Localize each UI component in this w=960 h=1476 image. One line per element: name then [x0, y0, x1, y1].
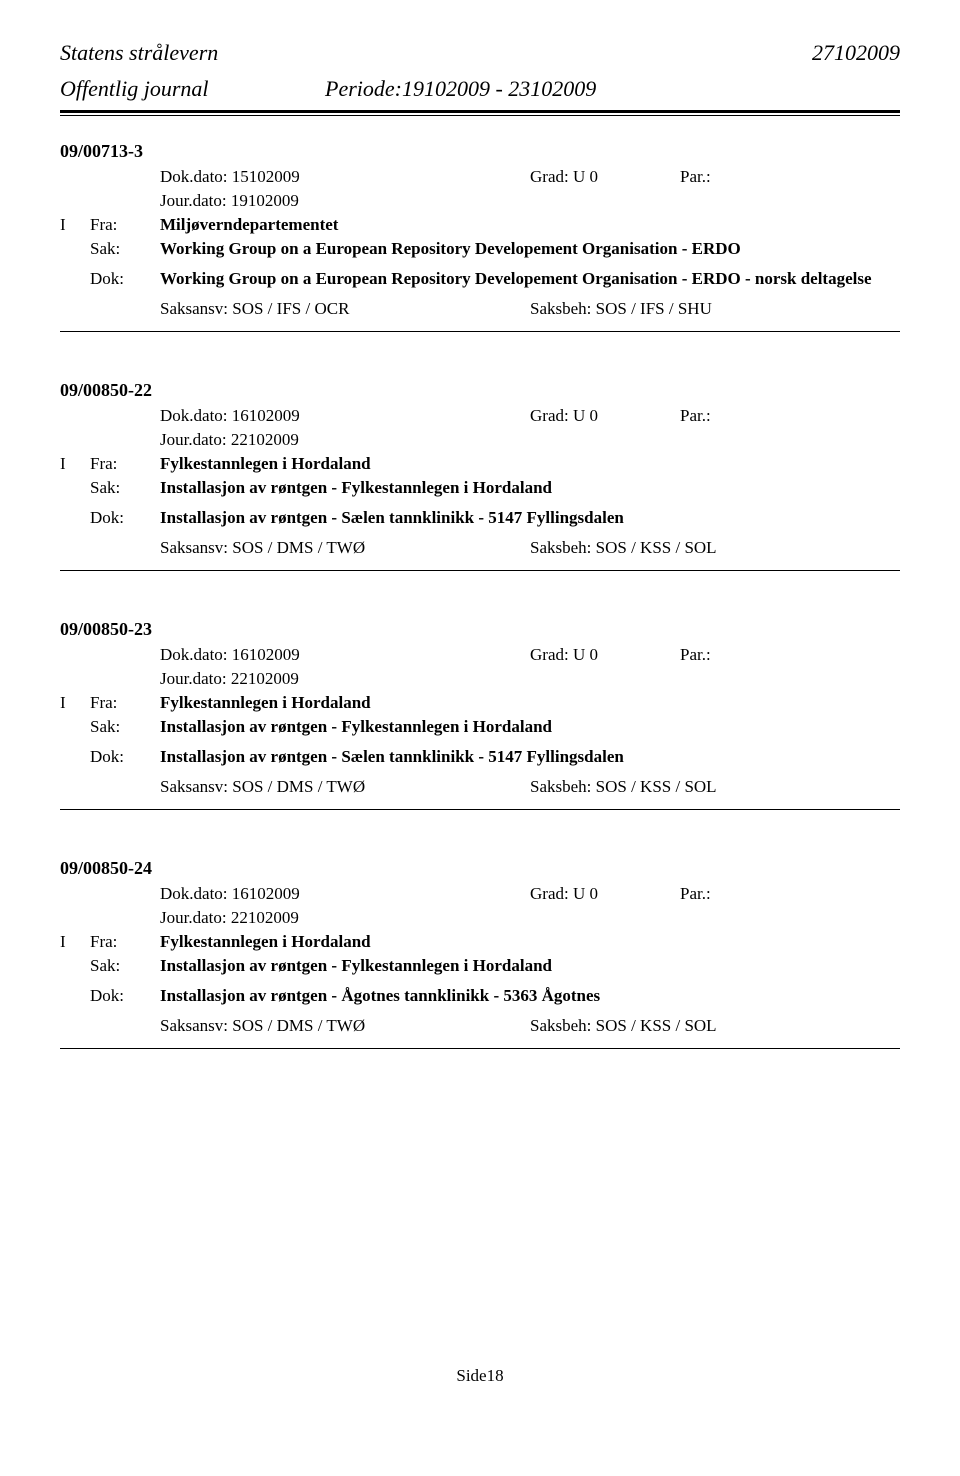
saksbeh: Saksbeh: SOS / KSS / SOL: [530, 1016, 717, 1036]
header-date: 27102009: [812, 40, 900, 66]
dokdato-line: Dok.dato: 16102009 Grad: U 0 Par.:: [60, 645, 900, 665]
fra-prefix: I: [60, 932, 90, 952]
dok-value: Installasjon av røntgen - Sælen tannklin…: [160, 747, 900, 769]
entry-divider: [60, 570, 900, 571]
entry-id: 09/00713-3: [60, 141, 900, 162]
fra-label: Fra:: [90, 215, 160, 235]
dok-label: Dok:: [90, 269, 160, 291]
saksan-line: Saksansv: SOS / IFS / OCR Saksbeh: SOS /…: [60, 299, 900, 319]
fra-prefix: I: [60, 215, 90, 235]
fra-prefix: I: [60, 693, 90, 713]
sak-value: Installasjon av røntgen - Fylkestannlege…: [160, 956, 900, 976]
dokdato: Dok.dato: 16102009: [160, 645, 530, 665]
dok-line: Dok: Installasjon av røntgen - Sælen tan…: [60, 508, 900, 530]
par: Par.:: [680, 406, 711, 426]
fra-line: I Fra: Fylkestannlegen i Hordaland: [60, 454, 900, 474]
sak-line: Sak: Installasjon av røntgen - Fylkestan…: [60, 956, 900, 976]
dok-value: Installasjon av røntgen - Sælen tannklin…: [160, 508, 900, 530]
dokdato: Dok.dato: 15102009: [160, 167, 530, 187]
entry-id: 09/00850-24: [60, 858, 900, 879]
saksbeh: Saksbeh: SOS / KSS / SOL: [530, 777, 717, 797]
fra-value: Fylkestannlegen i Hordaland: [160, 693, 900, 713]
jourdato-line: Jour.dato: 22102009: [60, 430, 900, 450]
saksansv: Saksansv: SOS / IFS / OCR: [160, 299, 530, 319]
par: Par.:: [680, 167, 711, 187]
journal-entry: 09/00713-3 Dok.dato: 15102009 Grad: U 0 …: [60, 141, 900, 332]
sak-value: Working Group on a European Repository D…: [160, 239, 900, 259]
fra-label: Fra:: [90, 693, 160, 713]
sak-line: Sak: Installasjon av røntgen - Fylkestan…: [60, 478, 900, 498]
dokdato-line: Dok.dato: 16102009 Grad: U 0 Par.:: [60, 406, 900, 426]
entry-id: 09/00850-22: [60, 380, 900, 401]
dok-line: Dok: Installasjon av røntgen - Sælen tan…: [60, 747, 900, 769]
entry-divider: [60, 331, 900, 332]
header-top-row: Statens strålevern 27102009: [60, 40, 900, 66]
dok-value: Installasjon av røntgen - Ågotnes tannkl…: [160, 986, 900, 1008]
grad: Grad: U 0: [530, 406, 680, 426]
journal-entry: 09/00850-24 Dok.dato: 16102009 Grad: U 0…: [60, 858, 900, 1049]
dok-line: Dok: Working Group on a European Reposit…: [60, 269, 900, 291]
saksan-line: Saksansv: SOS / DMS / TWØ Saksbeh: SOS /…: [60, 538, 900, 558]
sak-label: Sak:: [90, 956, 160, 976]
saksan-line: Saksansv: SOS / DMS / TWØ Saksbeh: SOS /…: [60, 777, 900, 797]
fra-value: Miljøverndepartementet: [160, 215, 900, 235]
dokdato: Dok.dato: 16102009: [160, 884, 530, 904]
fra-line: I Fra: Fylkestannlegen i Hordaland: [60, 693, 900, 713]
jourdato: Jour.dato: 22102009: [160, 430, 299, 450]
journal-entry: 09/00850-23 Dok.dato: 16102009 Grad: U 0…: [60, 619, 900, 810]
saksbeh: Saksbeh: SOS / IFS / SHU: [530, 299, 712, 319]
dokdato-line: Dok.dato: 16102009 Grad: U 0 Par.:: [60, 884, 900, 904]
grad: Grad: U 0: [530, 645, 680, 665]
jourdato: Jour.dato: 22102009: [160, 908, 299, 928]
sak-label: Sak:: [90, 478, 160, 498]
dokdato: Dok.dato: 16102009: [160, 406, 530, 426]
jourdato-line: Jour.dato: 22102009: [60, 908, 900, 928]
dok-label: Dok:: [90, 508, 160, 530]
entry-id: 09/00850-23: [60, 619, 900, 640]
jourdato: Jour.dato: 22102009: [160, 669, 299, 689]
saksansv: Saksansv: SOS / DMS / TWØ: [160, 538, 530, 558]
grad: Grad: U 0: [530, 167, 680, 187]
sak-label: Sak:: [90, 239, 160, 259]
sak-label: Sak:: [90, 717, 160, 737]
periode-text: Periode:19102009 - 23102009: [325, 76, 596, 102]
sak-line: Sak: Working Group on a European Reposit…: [60, 239, 900, 259]
dok-label: Dok:: [90, 747, 160, 769]
journal-entry: 09/00850-22 Dok.dato: 16102009 Grad: U 0…: [60, 380, 900, 571]
saksbeh: Saksbeh: SOS / KSS / SOL: [530, 538, 717, 558]
journal-title: Offentlig journal: [60, 76, 325, 102]
sak-line: Sak: Installasjon av røntgen - Fylkestan…: [60, 717, 900, 737]
header-bottom-row: Offentlig journal Periode:19102009 - 231…: [60, 76, 900, 102]
dok-value: Working Group on a European Repository D…: [160, 269, 900, 291]
page-header: Statens strålevern 27102009 Offentlig jo…: [60, 40, 900, 116]
fra-value: Fylkestannlegen i Hordaland: [160, 454, 900, 474]
sak-value: Installasjon av røntgen - Fylkestannlege…: [160, 717, 900, 737]
org-name: Statens strålevern: [60, 40, 218, 66]
dok-label: Dok:: [90, 986, 160, 1008]
jourdato-line: Jour.dato: 22102009: [60, 669, 900, 689]
grad: Grad: U 0: [530, 884, 680, 904]
jourdato-line: Jour.dato: 19102009: [60, 191, 900, 211]
entry-divider: [60, 1048, 900, 1049]
fra-label: Fra:: [90, 454, 160, 474]
par: Par.:: [680, 645, 711, 665]
saksansv: Saksansv: SOS / DMS / TWØ: [160, 1016, 530, 1036]
saksansv: Saksansv: SOS / DMS / TWØ: [160, 777, 530, 797]
jourdato: Jour.dato: 19102009: [160, 191, 299, 211]
fra-prefix: I: [60, 454, 90, 474]
fra-line: I Fra: Fylkestannlegen i Hordaland: [60, 932, 900, 952]
entry-divider: [60, 809, 900, 810]
par: Par.:: [680, 884, 711, 904]
page-number: Side18: [60, 1366, 900, 1386]
header-divider: [60, 110, 900, 116]
sak-value: Installasjon av røntgen - Fylkestannlege…: [160, 478, 900, 498]
fra-value: Fylkestannlegen i Hordaland: [160, 932, 900, 952]
dokdato-line: Dok.dato: 15102009 Grad: U 0 Par.:: [60, 167, 900, 187]
fra-label: Fra:: [90, 932, 160, 952]
dok-line: Dok: Installasjon av røntgen - Ågotnes t…: [60, 986, 900, 1008]
saksan-line: Saksansv: SOS / DMS / TWØ Saksbeh: SOS /…: [60, 1016, 900, 1036]
fra-line: I Fra: Miljøverndepartementet: [60, 215, 900, 235]
